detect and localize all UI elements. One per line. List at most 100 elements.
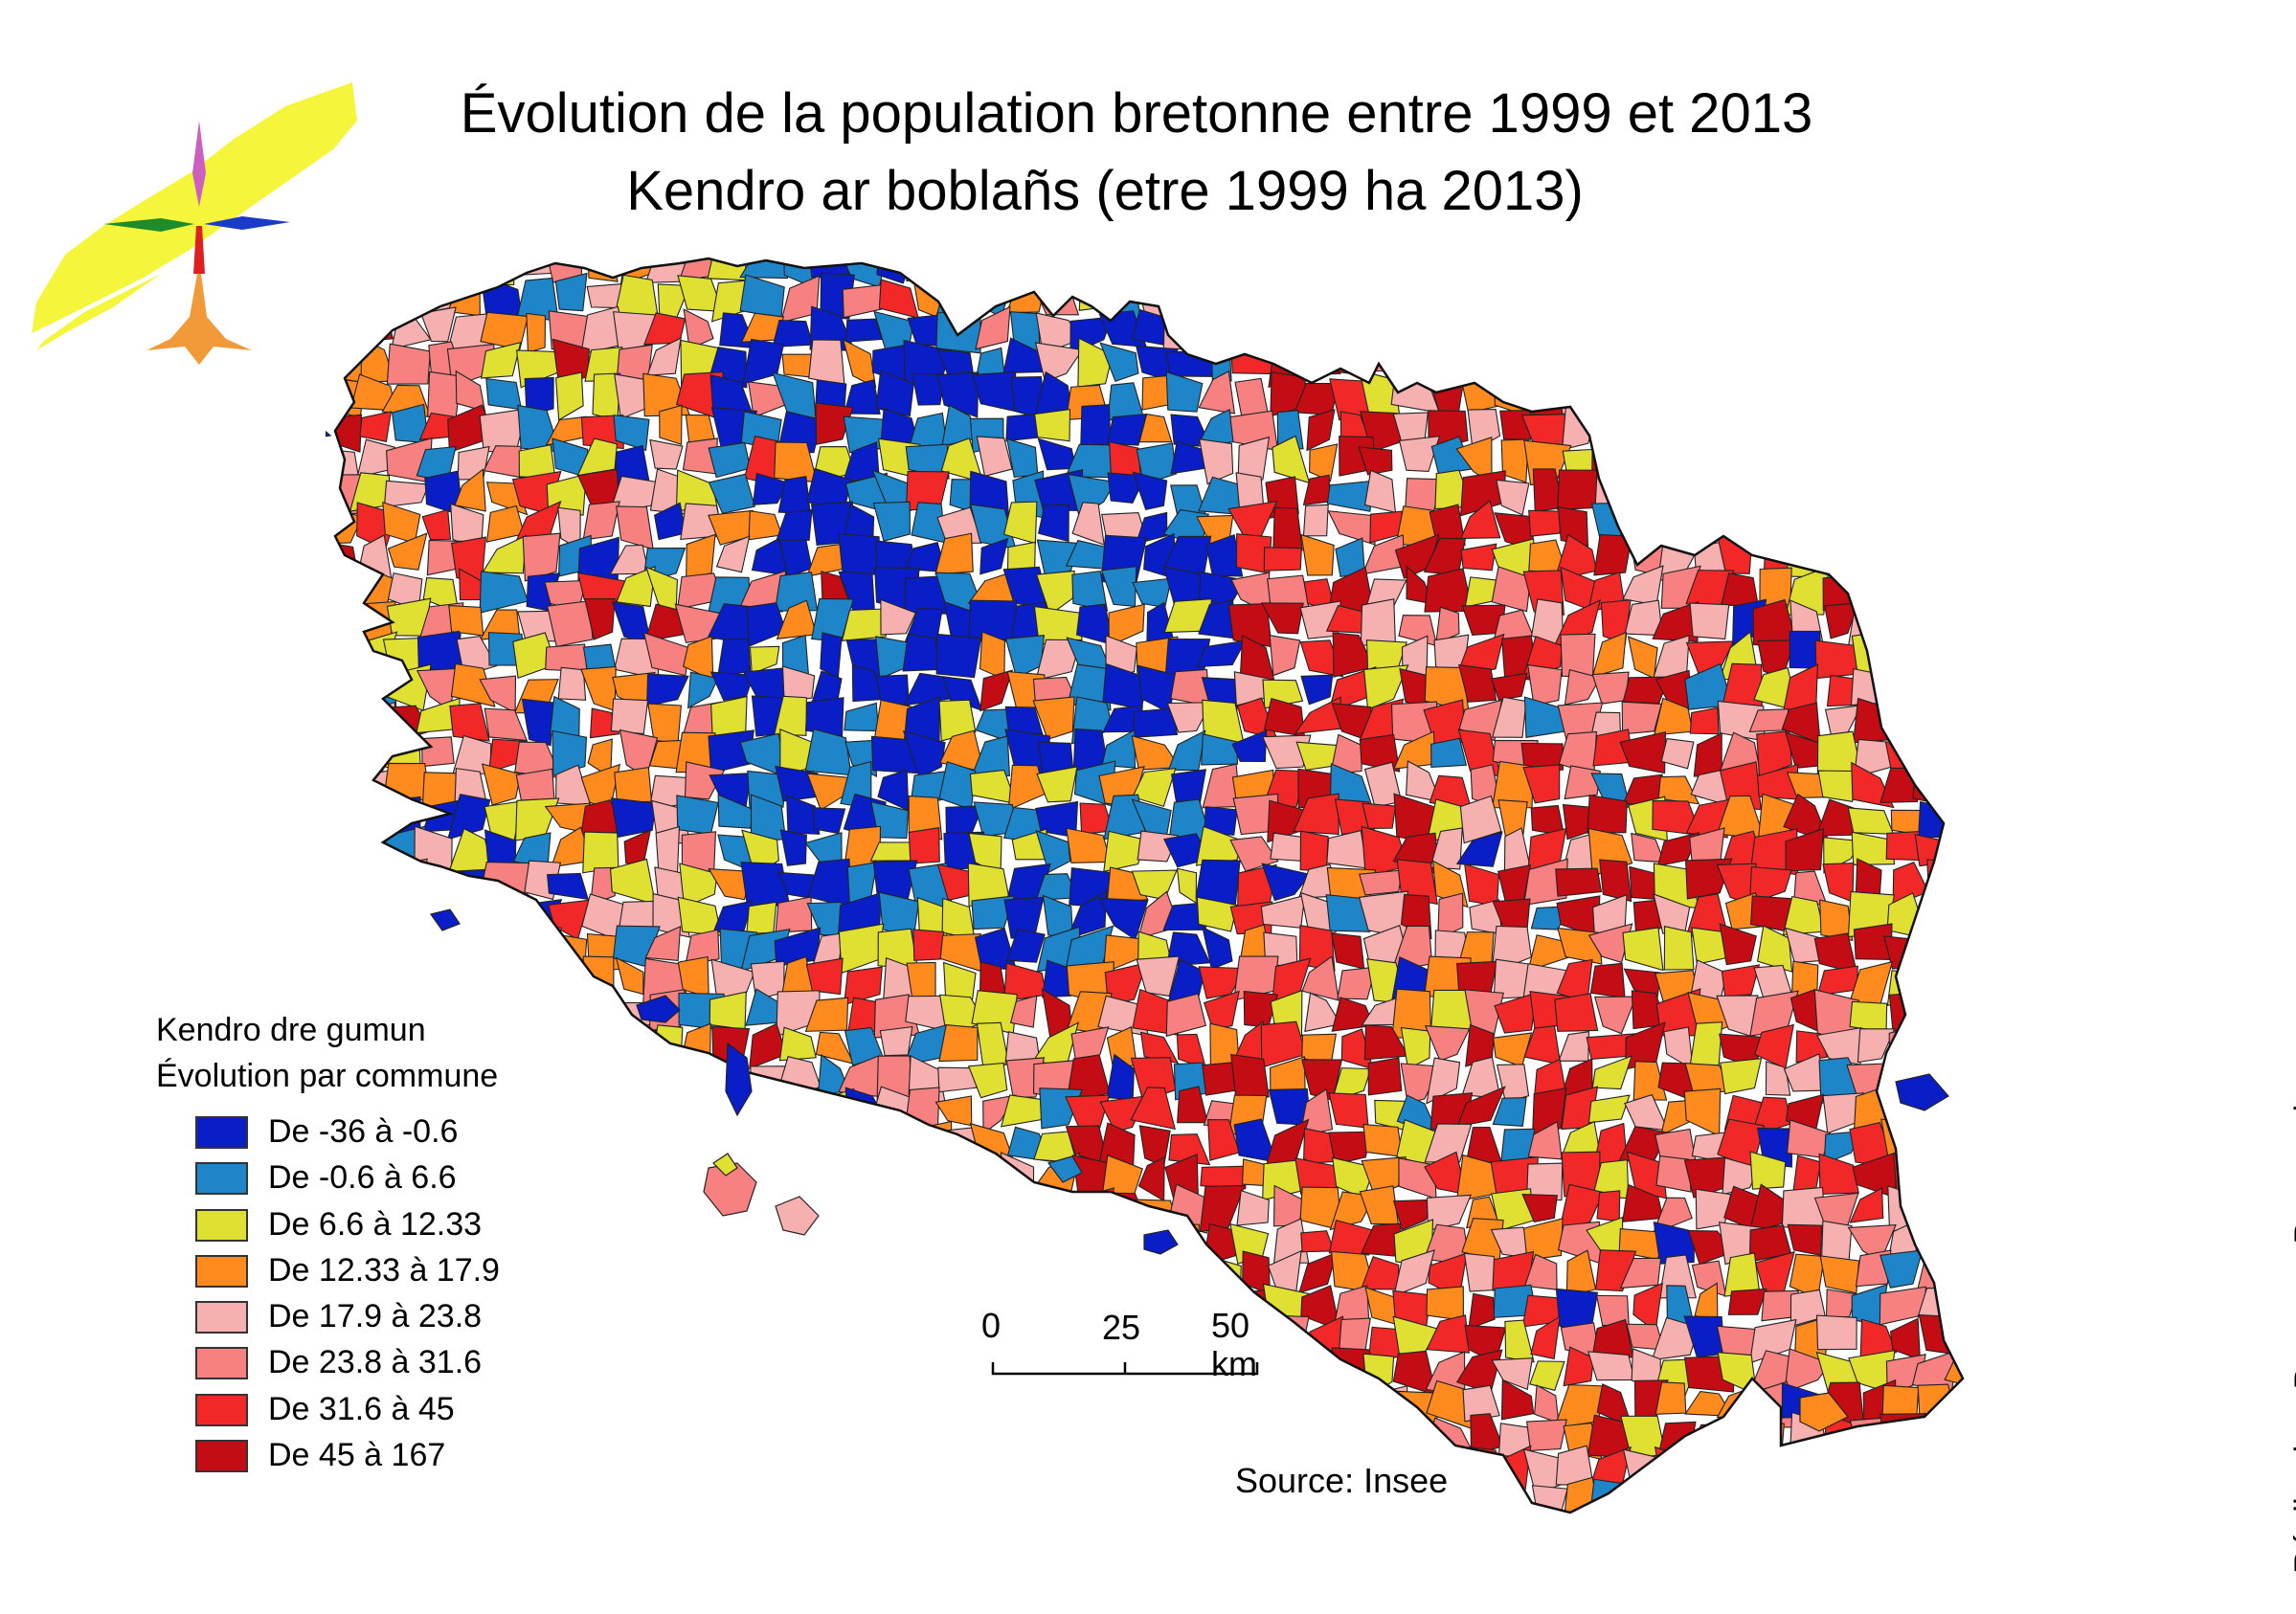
- commune-cell: [1925, 287, 1958, 320]
- commune-cell: [1002, 1512, 1049, 1513]
- commune-cell: [1306, 408, 1336, 452]
- commune-cell: [415, 1482, 465, 1513]
- commune-cell: [781, 665, 816, 703]
- commune-cell: [1722, 309, 1767, 356]
- scale-label-25: 25: [1102, 1308, 1141, 1347]
- commune-cell: [1589, 962, 1626, 998]
- commune-cell: [1168, 1133, 1211, 1166]
- commune-cell: [716, 1514, 748, 1532]
- commune-cell: [526, 1195, 554, 1226]
- commune-cell: [1791, 438, 1829, 471]
- commune-cell: [969, 1250, 1019, 1290]
- commune-cell: [1360, 1527, 1405, 1532]
- commune-cell: [614, 767, 653, 803]
- commune-cell: [1435, 258, 1462, 282]
- commune-cell: [1455, 831, 1503, 867]
- commune-cell: [1460, 500, 1501, 540]
- commune-cell: [335, 540, 359, 575]
- commune-cell: [446, 1445, 487, 1491]
- commune-cell: [1856, 532, 1895, 581]
- commune-cell: [1401, 1516, 1440, 1532]
- commune-cell: [1437, 307, 1474, 352]
- commune-cell: [1468, 1292, 1496, 1331]
- commune-cell: [1592, 337, 1632, 383]
- commune-cell: [1926, 859, 1954, 901]
- commune-cell: [1359, 733, 1401, 773]
- commune-cell: [909, 1381, 941, 1423]
- commune-cell: [647, 1380, 688, 1427]
- commune-cell: [1491, 566, 1532, 613]
- commune-cell: [1854, 568, 1891, 611]
- commune-cell: [939, 1346, 971, 1390]
- commune-cell: [739, 1479, 787, 1513]
- commune-cell: [1591, 1055, 1633, 1090]
- commune-cell: [335, 801, 365, 838]
- commune-cell: [1627, 342, 1664, 387]
- commune-cell: [779, 829, 807, 866]
- commune-cell: [1040, 1189, 1078, 1227]
- commune-cell: [1002, 1456, 1048, 1494]
- commune-cell: [484, 707, 529, 742]
- commune-cell: [844, 702, 880, 732]
- commune-cell: [1825, 1289, 1857, 1319]
- commune-cell: [1947, 281, 1963, 323]
- commune-cell: [905, 443, 950, 480]
- commune-cell: [1329, 309, 1367, 355]
- commune-cell: [520, 966, 557, 1006]
- commune-cell: [1917, 377, 1957, 407]
- commune-cell: [1294, 696, 1341, 734]
- commune-cell: [1750, 440, 1793, 483]
- commune-cell: [610, 797, 657, 839]
- commune-cell: [1817, 475, 1860, 504]
- commune-cell: [1847, 807, 1895, 835]
- commune-cell: [591, 1520, 619, 1532]
- commune-cell: [514, 797, 560, 841]
- commune-cell: [1849, 1000, 1888, 1033]
- commune-cell: [481, 341, 522, 379]
- commune-cell: [878, 279, 919, 319]
- commune-cell: [1954, 645, 1963, 681]
- commune-cell: [613, 1414, 661, 1461]
- legend-label: De 12.33 à 17.9: [268, 1251, 500, 1289]
- commune-cell: [1718, 1515, 1767, 1532]
- commune-cell: [1853, 1509, 1891, 1513]
- commune-cell: [521, 1158, 560, 1191]
- commune-cell: [904, 258, 950, 282]
- commune-cell: [1819, 1255, 1860, 1294]
- commune-cell: [1529, 1360, 1565, 1391]
- commune-cell: [480, 311, 529, 350]
- commune-cell: [1492, 1032, 1533, 1067]
- commune-cell: [880, 598, 917, 636]
- commune-cell: [1596, 1190, 1621, 1222]
- commune-cell: [1139, 1031, 1180, 1065]
- commune-cell: [1621, 306, 1667, 356]
- map-subtitle: Kendro ar boblañs (etre 1999 ha 2013): [626, 160, 1584, 222]
- commune-cell: [335, 662, 354, 701]
- commune-cell: [551, 932, 588, 971]
- commune-cell: [580, 1121, 626, 1159]
- commune-cell: [1920, 1476, 1962, 1513]
- commune-cell: [546, 1194, 590, 1222]
- commune-cell: [1686, 381, 1722, 420]
- commune-cell: [1591, 631, 1627, 678]
- commune-cell: [1917, 706, 1961, 734]
- commune-cell: [547, 872, 590, 901]
- commune-cell: [484, 1192, 521, 1226]
- commune-cell: [1859, 1318, 1898, 1362]
- commune-cell: [548, 1230, 593, 1261]
- commune-cell: [349, 867, 396, 908]
- commune-cell: [481, 763, 522, 806]
- commune-cell: [1888, 992, 1925, 1032]
- commune-cell: [1489, 308, 1538, 352]
- commune-cell: [515, 1481, 561, 1513]
- commune-cell: [424, 1520, 461, 1532]
- commune-cell: [805, 1165, 852, 1201]
- commune-cell: [1166, 1383, 1214, 1429]
- commune-cell: [1326, 829, 1368, 869]
- commune-cell: [587, 1055, 619, 1098]
- commune-cell: [1137, 1156, 1165, 1202]
- commune-cell: [1331, 932, 1365, 970]
- commune-cell: [1101, 729, 1137, 769]
- commune-cell: [1817, 505, 1862, 535]
- commune-cell: [1016, 1420, 1038, 1458]
